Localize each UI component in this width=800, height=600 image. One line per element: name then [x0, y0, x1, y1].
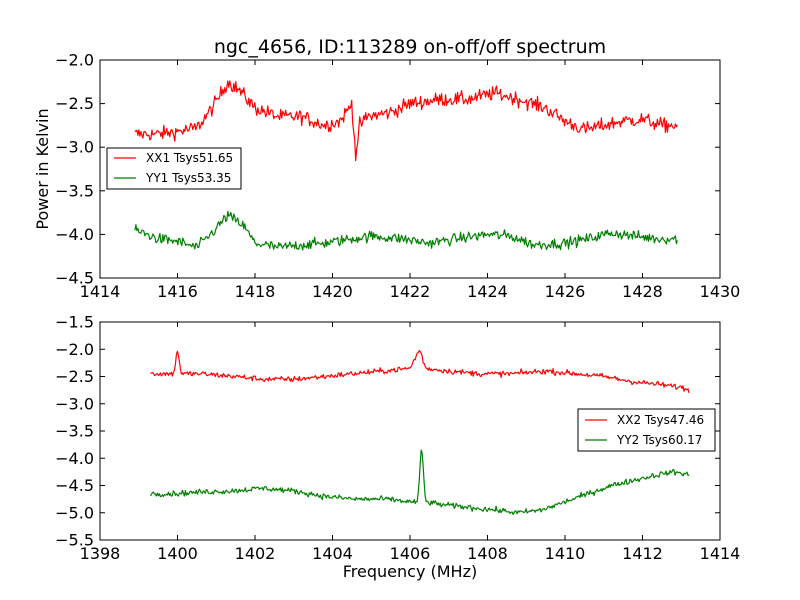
series-line-yy2 — [149, 449, 690, 515]
y-tick-label: −4.5 — [55, 269, 94, 288]
chart-title: ngc_4656, ID:113289 on-off/off spectrum — [214, 36, 606, 58]
series-line-yy1 — [134, 210, 678, 251]
y-tick-label: −2.5 — [55, 94, 94, 113]
y-tick-label: −2.0 — [55, 51, 94, 70]
x-tick-label: 1414 — [80, 282, 121, 301]
bottom-series-layer — [149, 350, 690, 515]
y-tick-label: −3.5 — [55, 422, 94, 441]
y-tick-label: −2.5 — [55, 367, 94, 386]
legend-label-yy2: YY2 Tsys60.17 — [616, 433, 702, 447]
x-axis-label: Frequency (MHz) — [343, 562, 477, 581]
y-tick-label: −1.5 — [55, 313, 94, 332]
x-tick-label: 1430 — [700, 282, 741, 301]
x-tick-label: 1424 — [467, 282, 508, 301]
y-axis-label: Power in Kelvin — [33, 108, 52, 229]
legend-label-xx1: XX1 Tsys51.65 — [146, 151, 233, 165]
legend-box — [106, 147, 242, 190]
y-tick-label: −4.0 — [55, 225, 94, 244]
x-tick-label: 1418 — [235, 282, 276, 301]
bottom-chart: Frequency (MHz) 1398 1400 1402 1404 1406 1408… — [55, 313, 740, 582]
y-tick-label: −3.5 — [55, 181, 94, 200]
legend: XX1 Tsys51.65 YY1 Tsys53.35 — [106, 147, 242, 190]
top-ticks-layer: 1414 1416 1418 1420 1422 1424 1426 1428 1430 −4.5… — [55, 51, 740, 302]
y-tick-label: −4.0 — [55, 449, 94, 468]
y-tick-label: −3.0 — [55, 138, 94, 157]
series-line-xx2 — [150, 350, 690, 394]
y-tick-label: −5.0 — [55, 503, 94, 522]
x-tick-label: 1426 — [545, 282, 586, 301]
x-tick-label: 1428 — [622, 282, 663, 301]
legend: XX2 Tsys47.46 YY2 Tsys60.17 — [577, 408, 716, 452]
y-tick-label: −3.0 — [55, 394, 94, 413]
y-tick-label: −5.5 — [55, 531, 94, 550]
x-tick-label: 1422 — [390, 282, 431, 301]
legend-label-yy1: YY1 Tsys53.35 — [145, 171, 231, 185]
x-tick-label: 1408 — [467, 544, 508, 563]
x-tick-label: 1398 — [80, 544, 121, 563]
x-tick-label: 1402 — [235, 544, 276, 563]
y-tick-label: −4.5 — [55, 476, 94, 495]
x-tick-label: 1406 — [390, 544, 431, 563]
top-series-layer — [134, 80, 678, 251]
x-tick-label: 1416 — [157, 282, 198, 301]
x-tick-label: 1404 — [312, 544, 353, 563]
x-tick-label: 1420 — [312, 282, 353, 301]
x-tick-label: 1400 — [157, 544, 198, 563]
legend-label-xx2: XX2 Tsys47.46 — [617, 413, 704, 427]
top-chart: ngc_4656, ID:113289 on-off/off spectrum … — [33, 36, 740, 301]
y-tick-label: −2.0 — [55, 340, 94, 359]
x-tick-label: 1412 — [622, 544, 663, 563]
bottom-ticks-layer: 1398 1400 1402 1404 1406 1408 1410 1412 1414 −5.5… — [55, 313, 740, 564]
series-line-xx1 — [134, 80, 678, 162]
legend-box — [577, 408, 716, 452]
x-tick-label: 1410 — [545, 544, 586, 563]
x-tick-label: 1414 — [700, 544, 741, 563]
